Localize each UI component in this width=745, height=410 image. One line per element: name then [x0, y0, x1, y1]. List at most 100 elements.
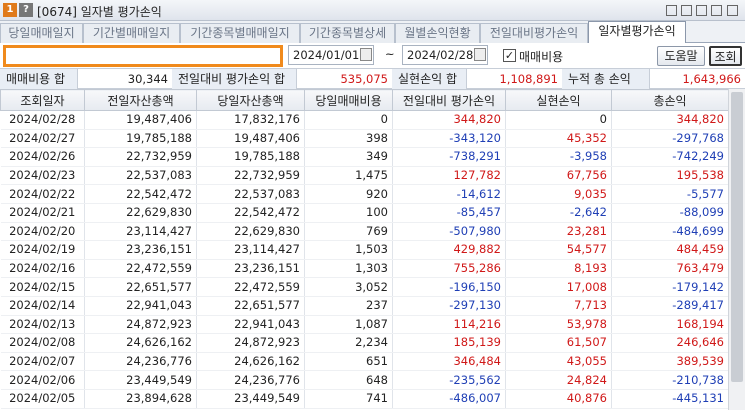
table-cell: 349 — [304, 147, 393, 167]
table-row[interactable]: 2024/02/08 24,626,162 24,872,923 2,234 185,1… — [0, 333, 729, 353]
table-cell: 344,820 — [611, 110, 729, 130]
table-cell: 2024/02/22 — [0, 184, 85, 204]
tab-bar: 당일매매일지 기간별매매일지 기간종목별매매일지 기간종목별상세 월별손익현황 전일대비평… — [0, 21, 745, 43]
table-cell: 2024/02/16 — [0, 259, 85, 279]
summary-label: 누적 총 손익 — [562, 69, 650, 89]
scroll-thumb[interactable] — [731, 92, 743, 382]
table-row[interactable]: 2024/02/05 23,894,628 23,449,549 741 -486,00… — [0, 389, 729, 409]
table-cell: 22,542,472 — [84, 184, 197, 204]
table-cell: 22,629,830 — [196, 222, 305, 242]
table-row[interactable]: 2024/02/20 23,114,427 22,629,830 769 -507,98… — [0, 222, 729, 242]
table-row[interactable]: 2024/02/19 23,236,151 23,114,427 1,503 429,8… — [0, 240, 729, 260]
table-cell: 22,542,472 — [196, 203, 305, 223]
icon[interactable] — [681, 5, 692, 16]
table-cell: 1,475 — [304, 166, 393, 186]
tab[interactable]: 월별손익현황 — [395, 23, 480, 43]
table-cell: -484,699 — [611, 222, 729, 242]
tab[interactable]: 기간종목별상세 — [300, 23, 395, 43]
table-cell: 185,139 — [392, 333, 506, 353]
table-cell: 24,872,923 — [196, 333, 305, 353]
table-cell: 0 — [304, 110, 393, 130]
table-cell: 344,820 — [392, 110, 506, 130]
table-cell: 0 — [505, 110, 612, 130]
table-cell: 2024/02/13 — [0, 315, 85, 335]
table-cell: 22,732,959 — [196, 166, 305, 186]
summary-value: 535,075 — [340, 72, 388, 86]
table-cell: 651 — [304, 352, 393, 372]
table-row[interactable]: 2024/02/15 22,651,577 22,472,559 3,052 -196,… — [0, 277, 729, 297]
icon[interactable] — [696, 5, 707, 16]
tab[interactable]: 일자별평가손익 — [588, 21, 686, 43]
table-cell: 7,713 — [505, 296, 612, 316]
table-cell: -486,007 — [392, 389, 506, 409]
table-cell: 398 — [304, 129, 393, 149]
table-cell: 2024/02/23 — [0, 166, 85, 186]
table-row[interactable]: 2024/02/06 23,449,549 24,236,776 648 -235,56… — [0, 370, 729, 390]
scrollbar[interactable] — [728, 89, 745, 410]
table-cell: -3,958 — [505, 147, 612, 167]
table-cell: 23,281 — [505, 222, 612, 242]
table-cell: 1,303 — [304, 259, 393, 279]
checkbox[interactable]: ✓ — [503, 49, 516, 62]
help-icon[interactable]: ? — [19, 3, 33, 17]
table-cell: 741 — [304, 389, 393, 409]
table-cell: 40,876 — [505, 389, 612, 409]
table-row[interactable]: 2024/02/07 24,236,776 24,626,162 651 346,484… — [0, 352, 729, 372]
column-header: 조회일자 — [0, 89, 85, 111]
table-cell: 127,782 — [392, 166, 506, 186]
table-cell: 114,216 — [392, 315, 506, 335]
table-cell: -507,980 — [392, 222, 506, 242]
table-row[interactable]: 2024/02/14 22,941,043 22,651,577 237 -297,13… — [0, 296, 729, 316]
table-cell: -210,738 — [611, 370, 729, 390]
table-cell: -88,099 — [611, 203, 729, 223]
help-button[interactable]: 도움말 — [657, 46, 705, 66]
table-cell: 2024/02/21 — [0, 203, 85, 223]
table-row[interactable]: 2024/02/16 22,472,559 23,236,151 1,303 755,2… — [0, 259, 729, 279]
table-row[interactable]: 2024/02/26 22,732,959 19,785,188 349 -738,29… — [0, 147, 729, 167]
summary-label: 전일대비 평가손익 합 — [172, 69, 297, 89]
table-cell: 2024/02/28 — [0, 110, 85, 130]
close[interactable] — [727, 5, 738, 16]
badge: 1 — [3, 3, 17, 17]
table-cell: 45,352 — [505, 129, 612, 149]
table-cell: -14,612 — [392, 184, 506, 204]
end-date[interactable]: 2024/02/28 — [402, 45, 488, 65]
table-cell: 22,941,043 — [196, 315, 305, 335]
calendar-icon[interactable] — [474, 48, 486, 61]
tab[interactable]: 기간별매매일지 — [83, 23, 180, 43]
table-cell: 22,629,830 — [84, 203, 197, 223]
calendar-icon[interactable] — [360, 48, 372, 61]
table-cell: 23,894,628 — [84, 389, 197, 409]
tab[interactable]: 전일대비평가손익 — [480, 23, 588, 43]
column-header: 총손익 — [611, 89, 729, 111]
table-cell: 24,626,162 — [84, 333, 197, 353]
table-cell: 769 — [304, 222, 393, 242]
table-cell: 54,577 — [505, 240, 612, 260]
table-row[interactable]: 2024/02/22 22,542,472 22,537,083 920 -14,612… — [0, 184, 729, 204]
table-cell: 2024/02/08 — [0, 333, 85, 353]
table-row[interactable]: 2024/02/21 22,629,830 22,542,472 100 -85,457… — [0, 203, 729, 223]
search-button[interactable]: 조회 — [709, 46, 742, 66]
table-cell: 1,503 — [304, 240, 393, 260]
table-cell: 43,055 — [505, 352, 612, 372]
table-row[interactable]: 2024/02/23 22,537,083 22,732,959 1,475 127,7… — [0, 166, 729, 186]
account-input[interactable] — [3, 45, 283, 67]
table-row[interactable]: 2024/02/27 19,785,188 19,487,406 398 -343,12… — [0, 129, 729, 149]
icon[interactable] — [666, 5, 677, 16]
table-cell: 22,651,577 — [84, 277, 197, 297]
tab[interactable]: 당일매매일지 — [0, 23, 83, 43]
table-cell: 920 — [304, 184, 393, 204]
minimize[interactable] — [711, 5, 722, 16]
table-cell: 22,732,959 — [84, 147, 197, 167]
column-header: 당일자산총액 — [196, 89, 305, 111]
column-header: 실현손익 — [505, 89, 612, 111]
table-row[interactable]: 2024/02/13 24,872,923 22,941,043 1,087 114,2… — [0, 315, 729, 335]
start-date[interactable]: 2024/01/01 — [288, 45, 374, 65]
table-cell: -179,142 — [611, 277, 729, 297]
table-cell: 2024/02/07 — [0, 352, 85, 372]
table-row[interactable]: 2024/02/28 19,487,406 17,832,176 0 344,820 0 3… — [0, 110, 729, 130]
tab[interactable]: 기간종목별매매일지 — [180, 23, 300, 43]
table-cell: 22,472,559 — [84, 259, 197, 279]
table-cell: 23,236,151 — [84, 240, 197, 260]
summary-label: 매매비용 합 — [0, 69, 78, 89]
